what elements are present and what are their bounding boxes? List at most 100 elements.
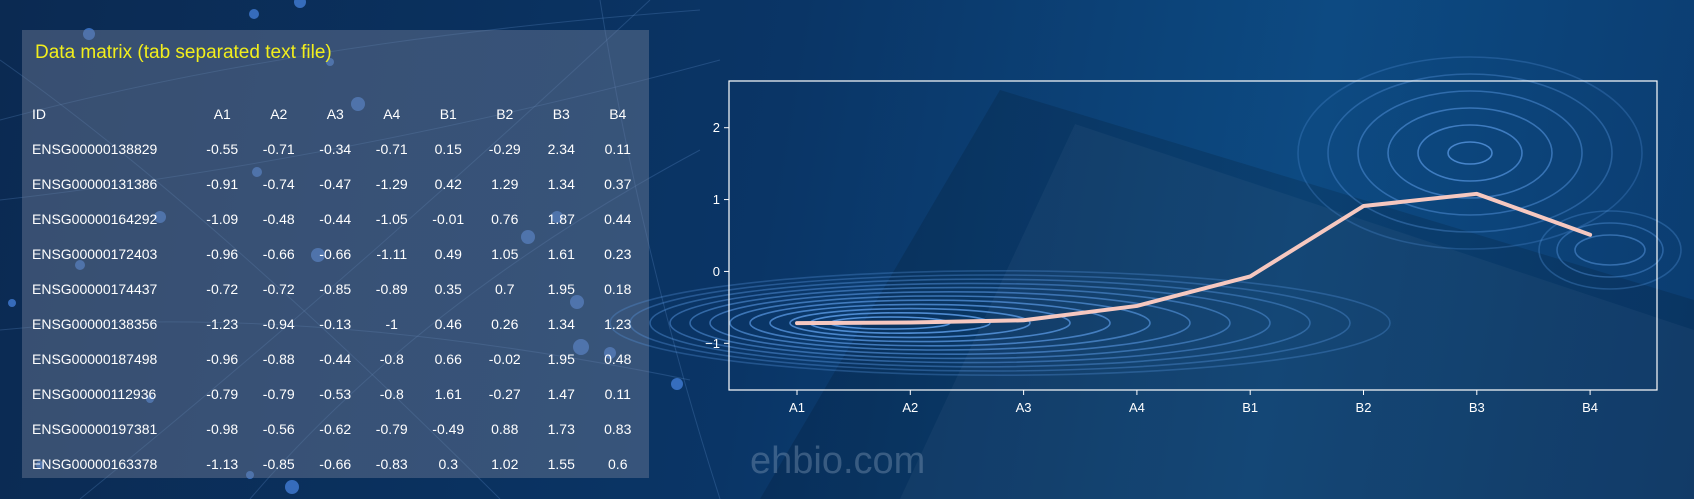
table-row: ENSG00000138829 -0.55 -0.71 -0.34 -0.71 0.15 -… <box>32 131 646 166</box>
y-tick-label: −1 <box>705 336 720 351</box>
value-cell: -1.29 <box>375 175 408 192</box>
value-cell: 1.34 <box>547 315 575 332</box>
value-cell: 0.7 <box>495 280 515 297</box>
contour-ring <box>1297 56 1643 250</box>
x-tick-label: A4 <box>1129 400 1145 415</box>
x-tick-label: B2 <box>1356 400 1372 415</box>
value-cell: -0.34 <box>319 140 352 157</box>
value-cell: -0.27 <box>488 385 521 402</box>
contour-ring <box>1538 210 1682 290</box>
gene-id-cell: ENSG00000187498 <box>32 350 158 367</box>
value-cell: 1.23 <box>604 315 632 332</box>
value-cell: 1.02 <box>491 455 519 472</box>
value-cell: 1.55 <box>547 455 575 472</box>
value-cell: 0.23 <box>604 245 632 262</box>
table-row: ENSG00000187498 -0.96 -0.88 -0.44 -0.8 0.66 -0… <box>32 341 646 376</box>
column-header: ID <box>32 105 46 122</box>
value-cell: 0.3 <box>438 455 458 472</box>
value-cell: 1.61 <box>547 245 575 262</box>
contour-ring <box>649 278 1311 368</box>
value-cell: 0.46 <box>434 315 462 332</box>
x-tick-label: B4 <box>1582 400 1598 415</box>
contour-ring <box>1417 124 1523 182</box>
plot-frame <box>728 80 1658 391</box>
value-cell: -0.02 <box>488 350 521 367</box>
value-cell: 2.34 <box>547 140 575 157</box>
data-matrix-table: ID A1 A2 A3 A4 B1 B2 B3 B4 ENSG000001388… <box>32 96 646 481</box>
value-cell: -0.66 <box>262 245 295 262</box>
value-cell: 0.35 <box>434 280 462 297</box>
table-row: ENSG00000131386 -0.91 -0.74 -0.47 -1.29 0.42 1… <box>32 166 646 201</box>
value-cell: -1.09 <box>206 210 239 227</box>
value-cell: -0.44 <box>319 210 352 227</box>
value-cell: -0.49 <box>432 420 465 437</box>
value-cell: -0.66 <box>319 245 352 262</box>
x-tick-label: B1 <box>1242 400 1258 415</box>
gene-id-cell: ENSG00000174437 <box>32 280 158 297</box>
value-cell: -0.89 <box>375 280 408 297</box>
gene-id-cell: ENSG00000163378 <box>32 455 158 472</box>
contour-ring <box>769 303 1071 343</box>
contour-ring <box>1387 107 1553 199</box>
value-cell: 1.73 <box>547 420 575 437</box>
value-cell: -0.72 <box>206 280 239 297</box>
contour-ring <box>1556 222 1664 278</box>
contour-ring <box>709 290 1191 355</box>
value-cell: 1.95 <box>547 280 575 297</box>
value-cell: -0.85 <box>319 280 352 297</box>
column-header: A4 <box>383 105 401 122</box>
value-cell: -0.91 <box>206 175 239 192</box>
value-cell: -1.23 <box>206 315 239 332</box>
table-row: ENSG00000164292 -1.09 -0.48 -0.44 -1.05 -0.01… <box>32 201 646 236</box>
contour-background <box>609 56 1682 376</box>
value-cell: 0.11 <box>604 385 631 402</box>
value-cell: 1.87 <box>547 210 575 227</box>
value-cell: -0.44 <box>319 350 352 367</box>
column-header: B1 <box>439 105 457 122</box>
table-body: ENSG00000138829 -0.55 -0.71 -0.34 -0.71 0.15 -… <box>32 131 646 481</box>
table-row: ENSG00000112936 -0.79 -0.79 -0.53 -0.8 1.61 -0… <box>32 376 646 411</box>
gene-id-cell: ENSG00000131386 <box>32 175 158 192</box>
value-cell: -0.62 <box>319 420 352 437</box>
y-tick-label: 0 <box>713 264 720 279</box>
x-tick-label: A2 <box>902 400 918 415</box>
series-line <box>795 191 1593 326</box>
contour-ring <box>669 282 1271 364</box>
value-cell: 0.11 <box>604 140 631 157</box>
value-cell: 0.49 <box>434 245 462 262</box>
value-cell: -0.72 <box>262 280 295 297</box>
contour-ring <box>609 269 1391 376</box>
panel-title: Data matrix (tab separated text file) <box>35 42 332 63</box>
data-matrix-panel: Data matrix (tab separated text file) ID… <box>22 30 649 478</box>
value-cell: -0.47 <box>319 175 352 192</box>
contour-ring <box>1357 90 1583 216</box>
column-header: B3 <box>552 105 570 122</box>
value-cell: -0.55 <box>206 140 239 157</box>
value-cell: 0.66 <box>434 350 462 367</box>
value-cell: -0.74 <box>262 175 295 192</box>
value-cell: 0.26 <box>491 315 519 332</box>
value-cell: 0.15 <box>434 140 462 157</box>
table-row: ENSG00000172403 -0.96 -0.66 -0.66 -1.11 0.49 1… <box>32 236 646 271</box>
value-cell: 1.29 <box>491 175 519 192</box>
table-row: ENSG00000138356 -1.23 -0.94 -0.13 -1 0.46 0.26… <box>32 306 646 341</box>
column-header: A2 <box>270 105 288 122</box>
table-row: ENSG00000197381 -0.98 -0.56 -0.62 -0.79 -0.49… <box>32 411 646 446</box>
value-cell: -0.83 <box>375 455 408 472</box>
value-cell: 1.47 <box>547 385 575 402</box>
gene-id-cell: ENSG00000138829 <box>32 140 158 157</box>
x-tick-label: A3 <box>1016 400 1032 415</box>
value-cell: -0.79 <box>262 385 295 402</box>
value-cell: -0.79 <box>375 420 408 437</box>
x-tick-label: B3 <box>1469 400 1485 415</box>
gene-id-cell: ENSG00000112936 <box>32 385 157 402</box>
contour-ring <box>629 274 1351 372</box>
contour-ring <box>789 307 1031 339</box>
column-header: A1 <box>213 105 231 122</box>
value-cell: -0.71 <box>375 140 408 157</box>
contour-ring <box>749 299 1111 347</box>
value-cell: 0.88 <box>491 420 519 437</box>
value-cell: 0.76 <box>491 210 519 227</box>
